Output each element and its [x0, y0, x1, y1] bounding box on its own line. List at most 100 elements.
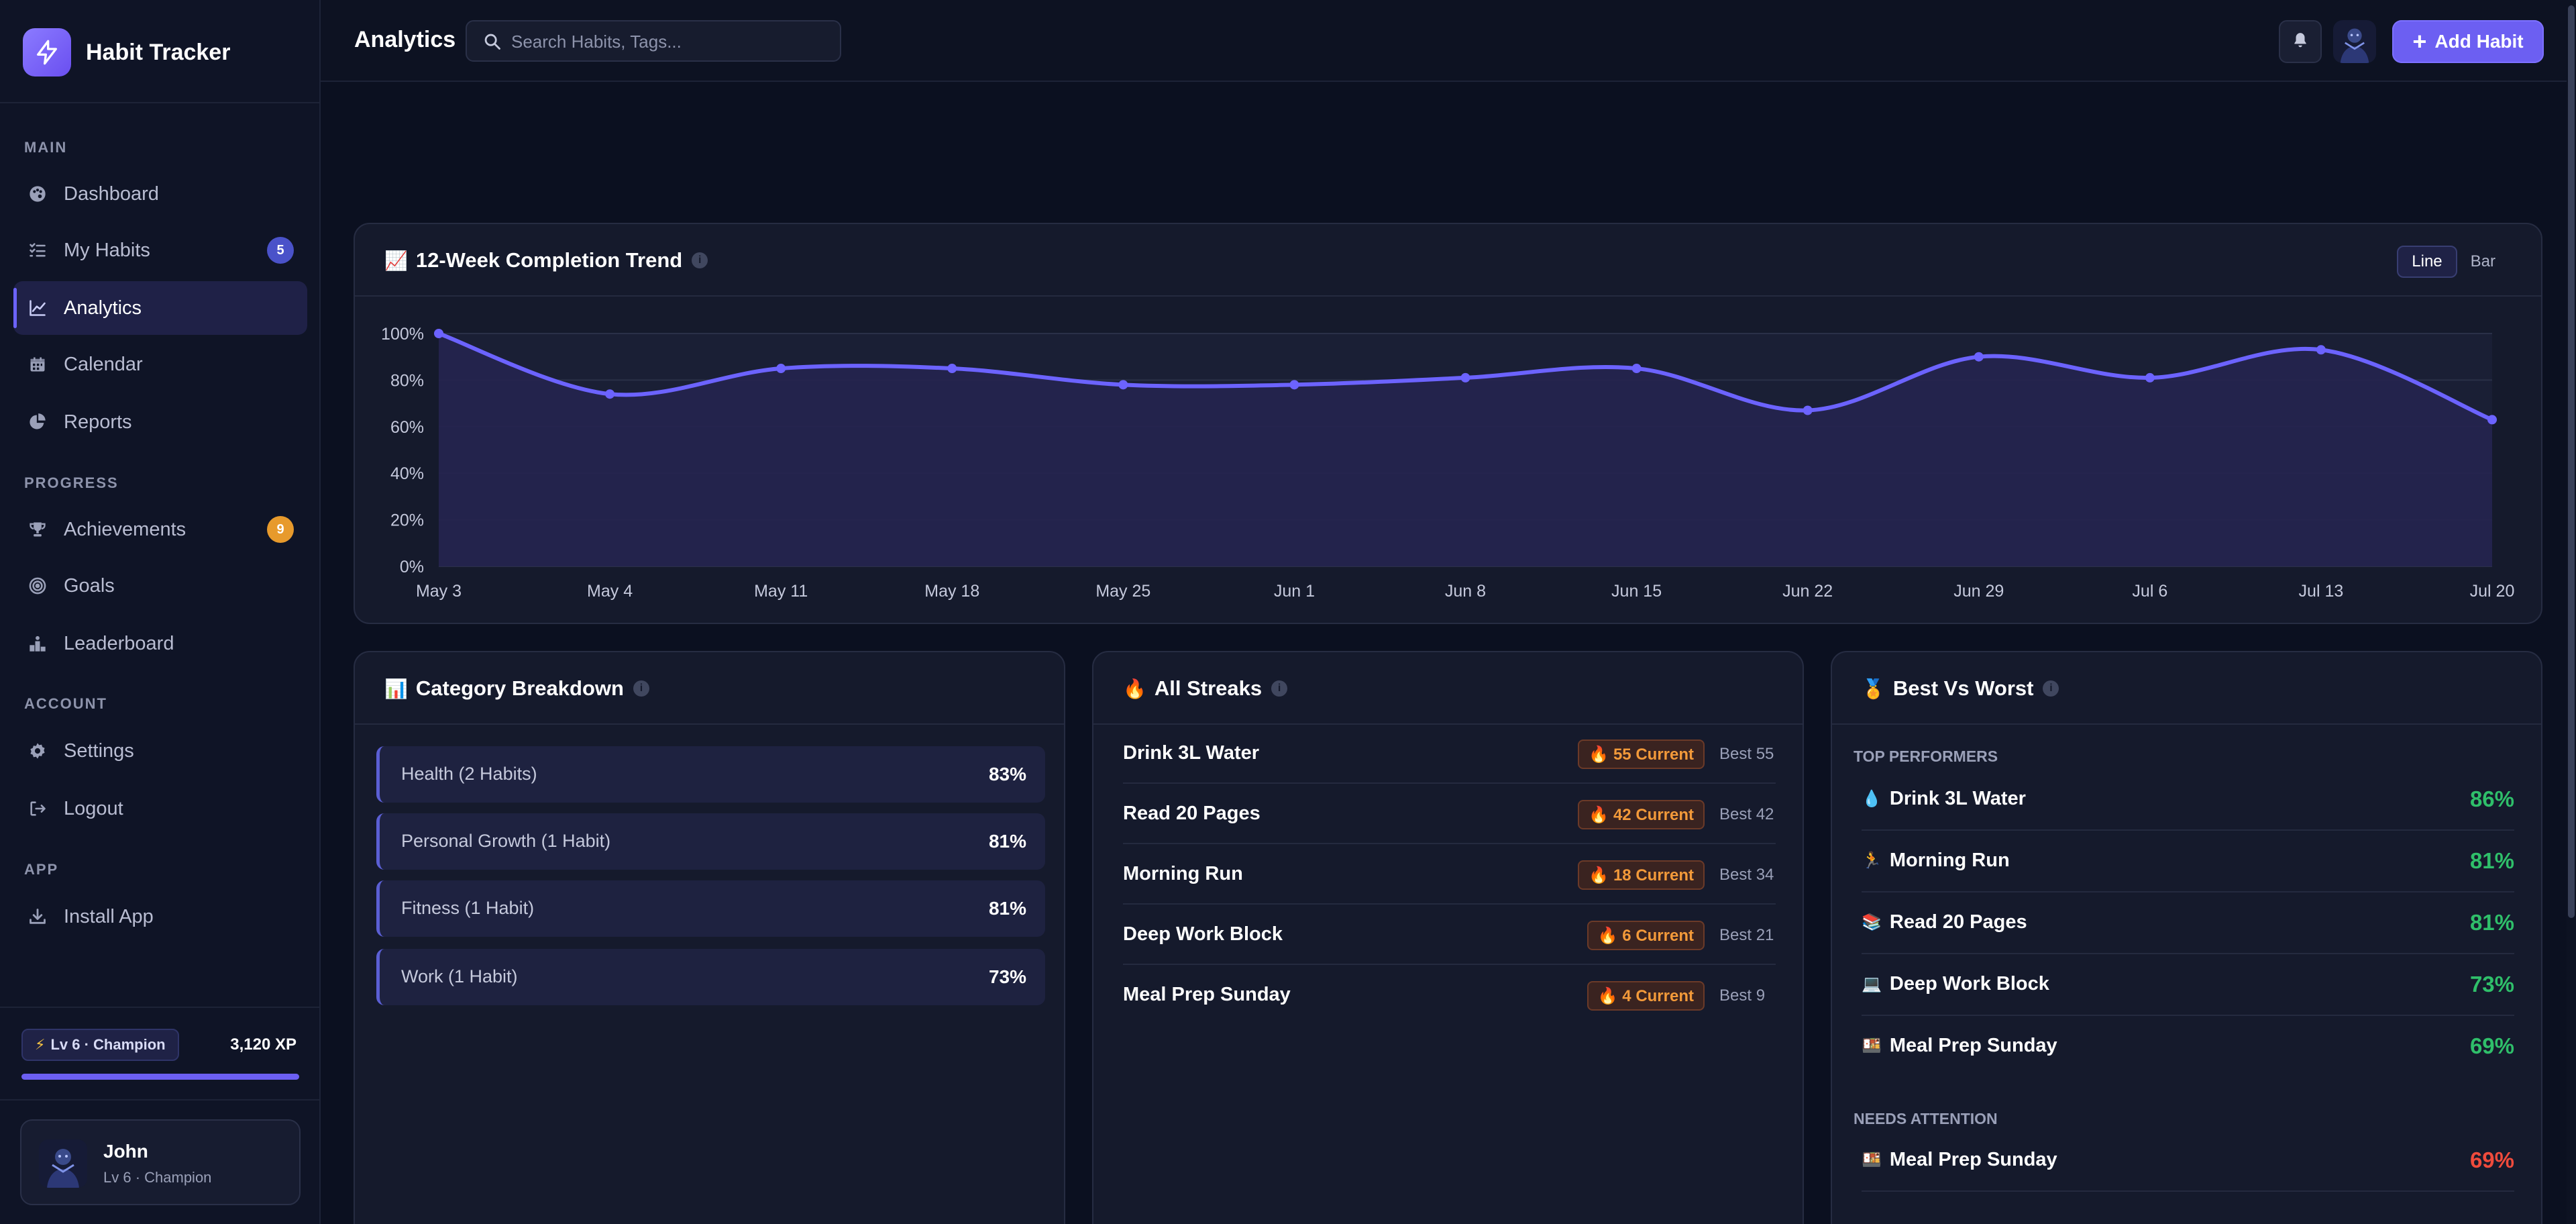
page-title: Analytics — [354, 27, 456, 52]
category-breakdown-card: 📊 Category Breakdown i Health (2 Habits)… — [354, 651, 1065, 1224]
nav-item-dashboard[interactable]: Dashboard — [13, 167, 307, 221]
habit-name: 📚 Read 20 Pages — [1862, 911, 2027, 933]
current-streak-badge: 🔥 42 Current — [1578, 800, 1705, 829]
streak-stats: 🔥 4 Current Best 9 — [1587, 981, 1776, 1011]
nav-item-calendar[interactable]: Calendar — [13, 338, 307, 391]
data-point — [2145, 372, 2155, 382]
xp-progress-bar — [21, 1074, 299, 1080]
current-streak-badge: 🔥 4 Current — [1587, 981, 1705, 1011]
x-tick-label: May 25 — [1095, 582, 1150, 601]
streak-stats: 🔥 42 Current Best 42 — [1578, 800, 1776, 829]
water-drop-icon: 💧 — [1862, 790, 1882, 808]
data-point — [1631, 364, 1642, 374]
x-tick-label: Jun 1 — [1274, 582, 1315, 601]
best-streak: Best 34 — [1719, 866, 1774, 884]
info-icon[interactable]: i — [2043, 680, 2059, 697]
toggle-line-button[interactable]: Line — [2397, 246, 2457, 278]
nav-label: Install App — [64, 905, 154, 927]
add-habit-button[interactable]: + Add Habit — [2392, 20, 2544, 63]
category-row[interactable]: Fitness (1 Habit) 81% — [376, 880, 1045, 937]
completion-rate: 86% — [2469, 786, 2514, 811]
search-box[interactable] — [466, 20, 841, 62]
habit-name: 💻 Deep Work Block — [1862, 973, 2049, 995]
notifications-button[interactable] — [2279, 20, 2322, 63]
info-icon[interactable]: i — [692, 252, 708, 268]
best-worst-title: Best Vs Worst — [1892, 676, 2034, 700]
nav-item-leaderboard[interactable]: Leaderboard — [13, 617, 307, 670]
category-row[interactable]: Work (1 Habit) 73% — [376, 949, 1045, 1005]
nav-label: Goals — [64, 574, 115, 597]
y-tick-label: 40% — [390, 464, 424, 483]
info-icon[interactable]: i — [1271, 680, 1288, 697]
level-badge: ⚡ Lv 6 · Champion — [21, 1029, 179, 1061]
nav-item-install-app[interactable]: Install App — [13, 890, 307, 944]
performer-row[interactable]: 🍱 Meal Prep Sunday 69% — [1862, 1016, 2514, 1078]
best-streak: Best 21 — [1719, 926, 1774, 944]
search-input[interactable] — [511, 30, 826, 54]
nav-section-main: MAIN — [24, 139, 68, 156]
nav-label: Dashboard — [64, 183, 159, 205]
area-fill — [439, 334, 2492, 566]
completion-rate: 73% — [2469, 972, 2514, 997]
y-tick-label: 100% — [381, 325, 424, 344]
nav-label: Analytics — [64, 297, 142, 319]
x-tick-label: May 18 — [924, 582, 979, 601]
avatar[interactable] — [2333, 20, 2376, 63]
performer-row[interactable]: 🏃 Morning Run 81% — [1862, 831, 2514, 892]
card-title: 📈 12-Week Completion Trend i — [384, 248, 708, 272]
streak-stats: 🔥 55 Current Best 55 — [1578, 740, 1776, 769]
x-tick-label: May 11 — [754, 582, 808, 601]
best-streak: Best 55 — [1719, 745, 1774, 763]
info-icon[interactable]: i — [633, 680, 649, 697]
performer-row[interactable]: 💻 Deep Work Block 73% — [1862, 954, 2514, 1016]
best-vs-worst-card: 🏅 Best Vs Worst i TOP PERFORMERS 💧 Drink… — [1831, 651, 2542, 1224]
trend-chart: 0% 20% 40% 60% 80% 100% May 3 May 4 May 11 May 18… — [381, 325, 2514, 601]
nav-item-logout[interactable]: Logout — [13, 782, 307, 835]
nav-item-reports[interactable]: Reports — [13, 395, 307, 449]
user-name: John — [103, 1141, 148, 1162]
download-icon — [28, 907, 47, 926]
data-point — [2487, 415, 2497, 425]
divider — [0, 102, 321, 103]
divider — [355, 723, 1064, 725]
runner-icon: 🏃 — [1862, 852, 1882, 870]
chart-emoji-icon: 📈 — [384, 250, 408, 271]
nav-label: Leaderboard — [64, 632, 174, 654]
streak-row[interactable]: Meal Prep Sunday 🔥 4 Current Best 9 — [1123, 965, 1776, 1025]
performer-row[interactable]: 📚 Read 20 Pages 81% — [1862, 892, 2514, 954]
calendar-icon — [28, 355, 47, 374]
user-card[interactable]: John Lv 6 · Champion — [20, 1119, 301, 1205]
brand[interactable]: Habit Tracker — [23, 28, 230, 76]
y-tick-label: 20% — [390, 511, 424, 530]
category-value: 81% — [988, 831, 1026, 852]
toggle-bar-button[interactable]: Bar — [2470, 252, 2496, 270]
nav-item-analytics[interactable]: Analytics — [13, 281, 307, 335]
nav-label: Reports — [64, 411, 132, 433]
nav-item-settings[interactable]: Settings — [13, 724, 307, 778]
category-row[interactable]: Health (2 Habits) 83% — [376, 746, 1045, 803]
divider — [0, 1099, 321, 1101]
attention-row[interactable]: 🍱 Meal Prep Sunday 69% — [1862, 1130, 2514, 1192]
user-level: Lv 6 · Champion — [103, 1169, 212, 1186]
achievements-count-badge: 9 — [267, 516, 294, 543]
performer-row[interactable]: 💧 Drink 3L Water 86% — [1862, 769, 2514, 831]
nav-item-achievements[interactable]: Achievements 9 — [13, 503, 307, 556]
page-scrollbar-thumb[interactable] — [2568, 5, 2575, 918]
habit-label: Morning Run — [1889, 850, 2010, 871]
category-value: 83% — [988, 764, 1026, 784]
divider — [355, 295, 2541, 297]
habit-name: Read 20 Pages — [1123, 803, 1260, 824]
completion-rate: 69% — [2469, 1033, 2514, 1058]
streak-row[interactable]: Deep Work Block 🔥 6 Current Best 21 — [1123, 905, 1776, 965]
streak-row[interactable]: Morning Run 🔥 18 Current Best 34 — [1123, 844, 1776, 905]
trophy-icon — [28, 520, 47, 539]
current-streak-badge: 🔥 6 Current — [1587, 921, 1705, 950]
habit-name: 🏃 Morning Run — [1862, 850, 2010, 872]
category-row[interactable]: Personal Growth (1 Habit) 81% — [376, 813, 1045, 870]
streak-row[interactable]: Drink 3L Water 🔥 55 Current Best 55 — [1123, 723, 1776, 784]
nav-item-goals[interactable]: Goals — [13, 559, 307, 613]
streak-row[interactable]: Read 20 Pages 🔥 42 Current Best 42 — [1123, 784, 1776, 844]
data-point — [2316, 345, 2326, 355]
nav-item-my-habits[interactable]: My Habits 5 — [13, 223, 307, 277]
card-title: 📊 Category Breakdown i — [384, 676, 649, 701]
